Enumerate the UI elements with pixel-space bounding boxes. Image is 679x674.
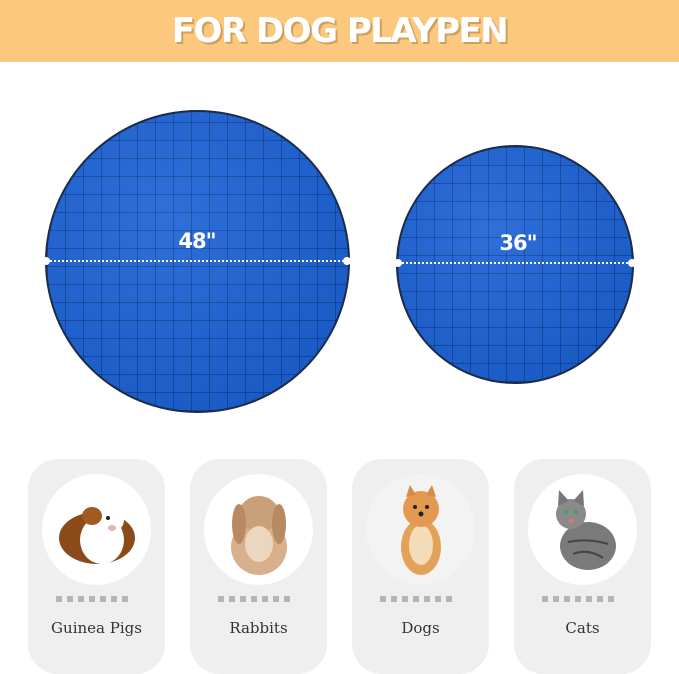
header-banner: FOR DOG PLAYPEN bbox=[0, 0, 679, 62]
dimension-endpoint bbox=[343, 257, 351, 265]
decorative-dots bbox=[56, 596, 128, 602]
pet-card-cats: Cats bbox=[514, 459, 651, 674]
pet-card-dogs: Dogs bbox=[352, 459, 489, 674]
dimension-line-36 bbox=[398, 262, 632, 264]
dimension-line-48 bbox=[47, 260, 347, 262]
pet-label: Cats bbox=[565, 619, 600, 637]
mat-size-label-36: 36" bbox=[499, 231, 537, 255]
banner-title: FOR DOG PLAYPEN bbox=[171, 11, 509, 51]
decorative-dots bbox=[380, 596, 452, 602]
pet-card-rabbits: Rabbits bbox=[190, 459, 327, 674]
rabbit-photo bbox=[204, 474, 313, 585]
dimension-endpoint bbox=[628, 259, 636, 267]
mat-size-label-48: 48" bbox=[178, 229, 216, 253]
cat-photo bbox=[528, 474, 637, 585]
pet-card-guinea-pigs: Guinea Pigs bbox=[28, 459, 165, 674]
dimension-endpoint bbox=[42, 257, 50, 265]
dimension-endpoint bbox=[394, 259, 402, 267]
dog-photo bbox=[366, 474, 475, 585]
pet-label: Dogs bbox=[401, 619, 440, 637]
mat-36-inch bbox=[396, 145, 634, 384]
decorative-dots bbox=[218, 596, 290, 602]
pet-label: Rabbits bbox=[229, 619, 288, 637]
guinea-pig-photo bbox=[42, 474, 151, 585]
decorative-dots bbox=[542, 596, 614, 602]
pet-label: Guinea Pigs bbox=[51, 619, 142, 637]
